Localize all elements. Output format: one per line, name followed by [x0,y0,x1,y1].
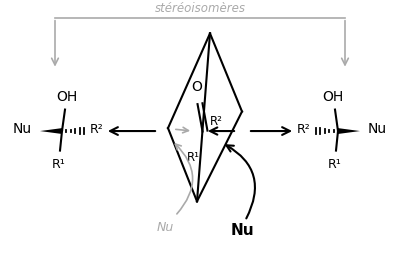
Text: Nu: Nu [13,122,32,136]
Text: R¹: R¹ [52,158,66,171]
Text: Nu: Nu [230,223,254,238]
Text: OH: OH [322,90,344,104]
Polygon shape [40,128,62,134]
FancyArrowPatch shape [175,144,193,214]
Text: R²: R² [210,115,223,128]
Text: O: O [192,80,202,94]
Text: R²: R² [90,123,104,136]
Text: Nu: Nu [368,122,387,136]
Text: R¹: R¹ [328,158,342,171]
Text: Nu: Nu [156,221,174,234]
Text: OH: OH [56,90,78,104]
Text: stéréoisomères: stéréoisomères [154,2,246,15]
FancyArrowPatch shape [226,145,255,218]
Text: R²: R² [296,123,310,136]
Text: R¹: R¹ [187,151,200,163]
Polygon shape [338,128,360,134]
